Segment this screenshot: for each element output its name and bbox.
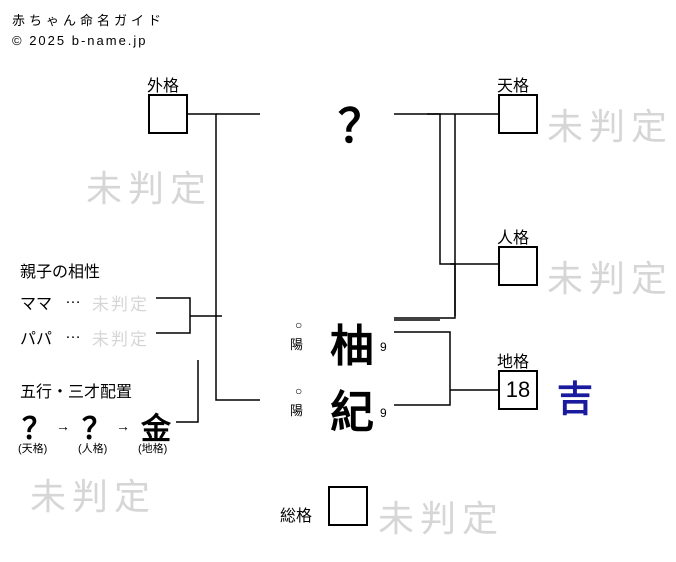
chikaku-box: 18 (498, 370, 538, 410)
gogyo-title: 五行・三才配置 (20, 378, 132, 402)
kanji2-strokes: 9 (380, 406, 387, 420)
kanji1-yinyang: 陽 (290, 334, 303, 353)
given-kanji-2: 紀 (330, 376, 374, 440)
gaikaku-box (148, 94, 188, 134)
mama-verdict: 未判定 (92, 290, 149, 315)
tenkaku-verdict: 未判定 (547, 98, 673, 150)
gaikaku-label: 外格 (147, 72, 179, 96)
given-kanji-1: 柚 (330, 310, 374, 374)
papa-dots: … (65, 325, 81, 343)
jinkaku-verdict: 未判定 (547, 250, 673, 302)
gogyo-verdict: 未判定 (30, 468, 156, 520)
papa-verdict: 未判定 (92, 325, 149, 350)
oyako-title: 親子の相性 (20, 258, 100, 282)
copyright: © 2025 b-name.jp (12, 33, 165, 48)
header: 赤ちゃん命名ガイド © 2025 b-name.jp (12, 10, 165, 48)
mama-label: ママ (20, 290, 52, 314)
kanji1-strokes: 9 (380, 340, 387, 354)
gogyo-arrow-2: → (116, 418, 130, 434)
jinkaku-box (498, 246, 538, 286)
tenkaku-label: 天格 (497, 72, 529, 96)
gogyo-arrow-1: → (56, 418, 70, 434)
chikaku-verdict: 吉 (557, 370, 593, 422)
kanji1-yinyang-circle: ○ (295, 318, 302, 332)
papa-label: パパ (20, 325, 52, 349)
chikaku-label: 地格 (497, 348, 529, 372)
soukaku-box (328, 486, 368, 526)
tenkaku-box (498, 94, 538, 134)
site-title: 赤ちゃん命名ガイド (12, 10, 165, 29)
jinkaku-label: 人格 (497, 224, 529, 248)
mama-dots: … (65, 290, 81, 308)
soukaku-verdict: 未判定 (378, 490, 504, 542)
soukaku-label: 総格 (280, 502, 312, 526)
gogyo-sub-3: (地格) (138, 440, 167, 456)
kanji2-yinyang: 陽 (290, 400, 303, 419)
gogyo-sub-2: (人格) (78, 440, 107, 456)
kanji2-yinyang-circle: ○ (295, 384, 302, 398)
gogyo-sub-1: (天格) (18, 440, 47, 456)
gaikaku-verdict: 未判定 (86, 160, 212, 212)
surname-placeholder: ？ (338, 90, 384, 156)
chikaku-value: 18 (506, 377, 530, 403)
